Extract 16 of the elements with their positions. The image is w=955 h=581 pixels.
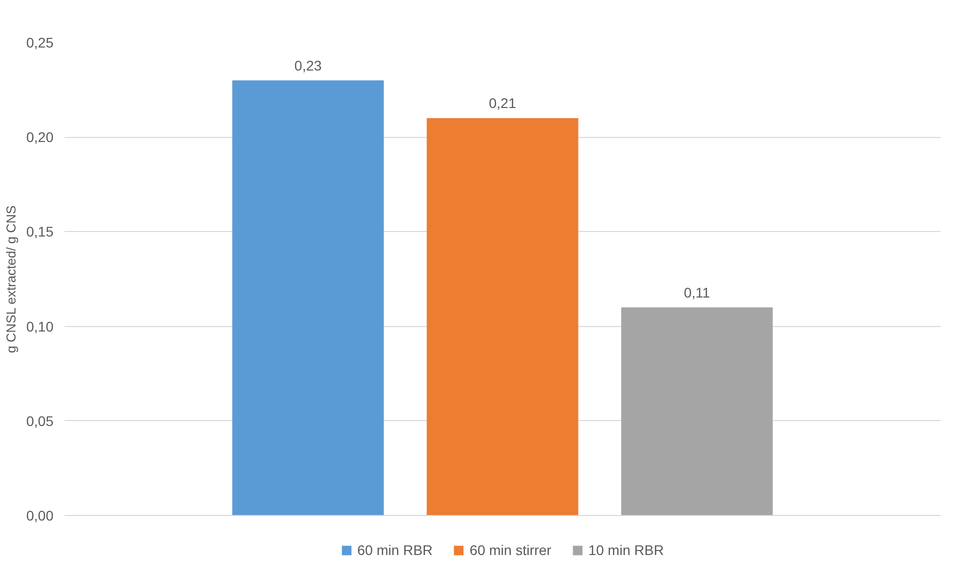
bar — [232, 80, 384, 516]
y-axis-title: g CNSL extracted/ g CNS — [3, 205, 18, 354]
y-tick-label: 0,20 — [26, 129, 54, 146]
legend-label: 60 min RBR — [357, 542, 433, 558]
bar — [621, 307, 773, 516]
y-tick-label: 0,15 — [26, 224, 54, 240]
y-tick-label: 0,00 — [26, 508, 54, 524]
legend-label: 60 min stirrer — [470, 542, 552, 558]
bar — [426, 118, 578, 516]
y-tick-label: 0,05 — [26, 412, 54, 429]
data-label: 0,11 — [684, 284, 710, 300]
y-tick-label: 0,10 — [26, 318, 54, 334]
legend-label: 10 min RBR — [588, 542, 664, 558]
data-label: 0,21 — [488, 95, 516, 112]
data-label: 0,23 — [294, 57, 322, 74]
y-tick-label: 0,25 — [26, 34, 54, 50]
